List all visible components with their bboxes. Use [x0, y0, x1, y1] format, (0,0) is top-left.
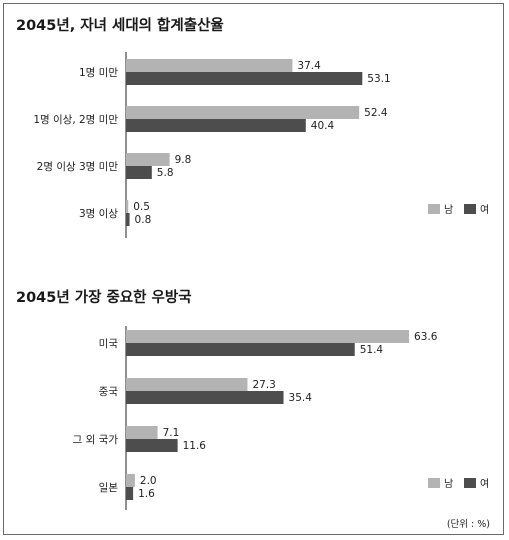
chart-canvas: (단위 : %) 2045년, 자녀 세대의 합계출산율 1명 미만 37.4 53.…	[16, 16, 490, 530]
value-label-male: 7.1	[163, 427, 180, 439]
bar-female	[126, 439, 178, 452]
chart-frame: (단위 : %) 2045년, 자녀 세대의 합계출산율 1명 미만 37.4 53.…	[3, 3, 504, 535]
legend-swatch-male	[428, 478, 440, 488]
category-label: 그 외 국가	[73, 434, 119, 446]
value-label-male: 0.5	[133, 201, 150, 213]
category-label: 미국	[99, 338, 119, 350]
value-label-male: 63.6	[414, 331, 438, 343]
value-label-female: 51.4	[360, 344, 384, 356]
value-label-male: 9.8	[175, 154, 192, 166]
bar-male	[126, 200, 129, 213]
value-label-female: 11.6	[183, 440, 207, 452]
value-label-male: 27.3	[252, 379, 275, 391]
category-label: 3명 이상	[79, 208, 118, 220]
chart-title: 2045년 가장 중요한 우방국	[16, 288, 192, 306]
category-label: 일본	[99, 481, 119, 494]
bar-female	[126, 391, 284, 404]
bar-female	[126, 166, 152, 179]
category-label: 중국	[99, 386, 119, 398]
bar-male	[126, 153, 170, 166]
category-label: 1명 미만	[79, 67, 118, 79]
value-label-male: 37.4	[297, 60, 321, 72]
category-label: 1명 이상, 2명 미만	[33, 114, 118, 126]
legend-label-male: 남	[444, 478, 453, 490]
bar-male	[126, 474, 135, 487]
value-label-female: 0.8	[135, 214, 152, 226]
legend-label-female: 여	[480, 204, 489, 216]
value-label-female: 53.1	[367, 73, 390, 85]
value-label-male: 2.0	[140, 475, 157, 487]
bar-female	[126, 343, 355, 356]
value-label-female: 5.8	[157, 167, 174, 179]
value-label-male: 52.4	[364, 107, 388, 119]
value-label-female: 40.4	[311, 120, 335, 132]
chart-title: 2045년, 자녀 세대의 합계출산율	[16, 16, 224, 34]
legend-label-female: 여	[480, 478, 489, 490]
legend-swatch-female	[464, 478, 476, 488]
unit-note: (단위 : %)	[447, 518, 490, 530]
category-label: 2명 이상 3명 미만	[37, 161, 119, 173]
bar-male	[126, 426, 158, 439]
value-label-female: 1.6	[138, 488, 155, 500]
bar-male	[126, 330, 410, 343]
legend-label-male: 남	[444, 204, 453, 216]
bar-female	[126, 72, 363, 85]
bar-female	[126, 487, 134, 500]
legend-swatch-male	[428, 204, 440, 214]
value-label-female: 35.4	[289, 392, 313, 404]
bar-male	[126, 59, 293, 72]
bar-female	[126, 119, 306, 132]
bar-female	[126, 213, 130, 226]
bar-male	[126, 106, 360, 119]
legend-swatch-female	[464, 204, 476, 214]
bar-male	[126, 378, 248, 391]
